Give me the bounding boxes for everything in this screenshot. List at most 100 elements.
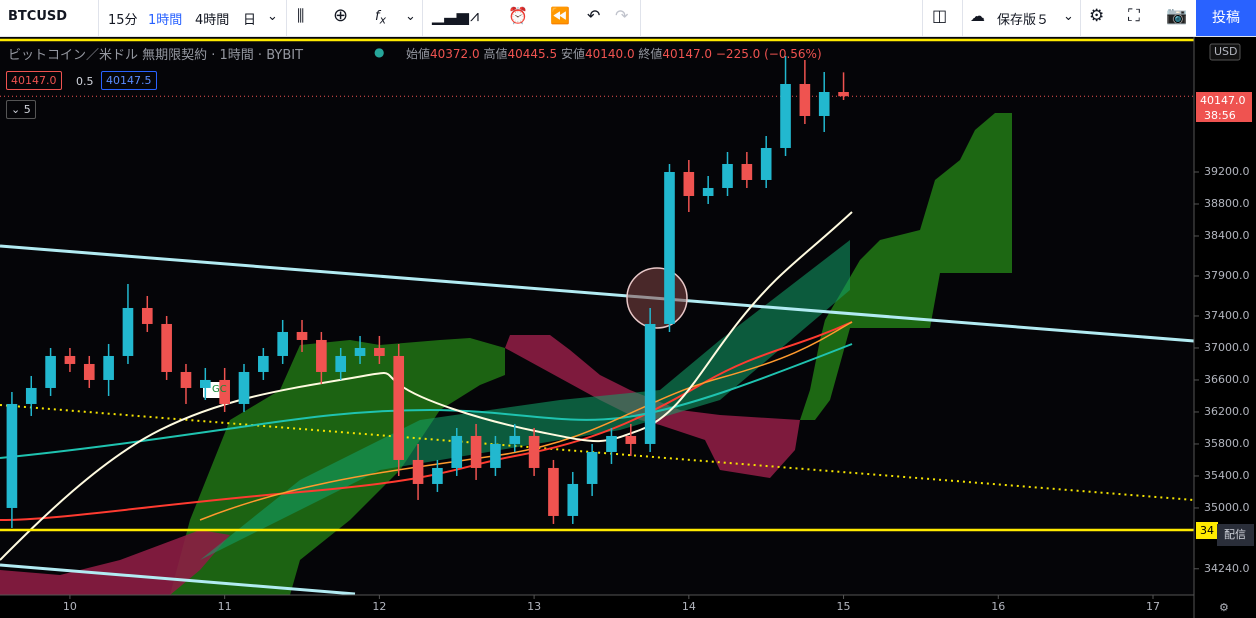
legend-title: ビットコイン／米ドル 無期限契約 · 1時間 · BYBIT [8,48,304,63]
separator [422,0,423,36]
indicator-count: 5 [23,103,31,116]
candle-body [625,435,637,444]
currency[interactable]: USD [1214,45,1238,58]
replay-icon[interactable]: ⏪ [550,6,570,25]
interval[interactable]: 4時間 [195,13,230,28]
interval[interactable]: 1時間 [148,13,183,28]
y-tick-label: 36600.0 [1204,373,1250,386]
y-tick-label: 37900.0 [1204,269,1250,282]
toolbar: BTCUSD 15分 1時間 4時間 日 ⌄ ⫼ ⊕ fx ⌄ ▁▃▅ ⩘ ⏰ … [0,0,1256,37]
candle-body [335,355,347,372]
candle-body [780,83,791,148]
highlight-circle [626,267,688,329]
ma-white [0,211,853,561]
candle-body [606,435,617,452]
ohlc-label: 安値 [560,47,585,61]
settings-icon[interactable]: ⚙ [1219,601,1229,614]
candle-body [451,435,463,468]
chart-type-icon[interactable]: ⫼ [297,6,305,25]
y-tick-label: 38800.0 [1204,197,1250,210]
candle-body [702,187,714,196]
interval-menu[interactable]: ⌄ [267,9,278,24]
ohlc-label: 始値 [406,47,431,61]
status-dot: ● [374,45,385,59]
y-tick-label: 35400.0 [1204,469,1250,482]
candle-body [316,339,327,372]
separator [286,0,287,36]
candle-body [683,171,695,196]
dotted-trend [0,404,1195,501]
y-tick-label: 37400.0 [1204,309,1250,322]
redo-icon[interactable]: ↷ [615,6,629,25]
ma-band [200,240,850,560]
broadcast-box[interactable] [1217,524,1254,546]
ohlc-value: 40445.5 [507,47,558,61]
candle-body [799,83,811,116]
ask[interactable]: 40147.5 [101,71,157,90]
candle-body [509,435,521,444]
undo-icon[interactable]: ↶ [587,6,601,25]
templates-icon[interactable]: ▁▃▅ [432,6,469,25]
plot-bg [0,36,1194,595]
layout-menu[interactable]: ⌄ [1063,9,1074,24]
settings-icon[interactable]: ⚙ [1089,6,1105,26]
layout-name[interactable]: 保存版５ [997,13,1050,28]
y-tick-label: 34240.0 [1204,562,1250,575]
snapshot-icon[interactable]: 📷 [1166,6,1188,26]
candle-body [470,435,482,468]
candle-body [586,451,598,484]
y-tick-label: 37000.0 [1204,341,1250,354]
indicators-menu[interactable]: ⌄ [405,9,416,24]
candle-body [219,379,230,404]
compare-icon[interactable]: ⊕ [333,5,349,26]
symbol[interactable]: BTCUSD [8,9,68,24]
x-tick-label: 17 [1146,600,1160,613]
ohlc-value: 40140.0 [584,47,635,61]
indicators-icon[interactable]: fx [375,9,386,27]
candle-body [490,443,501,468]
trend-line-lower [0,563,356,596]
candle-body [83,363,95,380]
y-tick-label: 35800.0 [1204,437,1250,450]
alert-icon[interactable]: ⏰ [508,6,528,25]
candle-body [258,355,269,372]
x-tick-label: 15 [837,600,851,613]
cloud-icon[interactable]: ☁ [970,7,985,25]
line-label: 34 [1200,524,1214,537]
candle-body [760,147,772,180]
cloud-green-2 [800,113,1012,420]
ma-orange [199,321,853,521]
bid[interactable]: 40147.0 [6,71,62,90]
candle-body [25,387,37,404]
strategy-icon[interactable]: ⩘ [470,6,480,25]
x-tick-label: 12 [372,600,386,613]
candle-body [393,355,405,460]
fullscreen-icon[interactable]: ⛶ [1128,6,1140,26]
ma-teal [0,343,853,459]
ohlc-value: 40372.0 [430,47,480,61]
candle-body [644,323,656,444]
spread: 0.5 [76,75,94,88]
candle-body [103,355,114,380]
interval[interactable]: 日 [243,13,257,28]
ohlc-value: 40147.0 [662,47,713,61]
separator [922,0,923,36]
candle-body [354,347,366,356]
layout-icon[interactable]: ◫ [932,6,948,25]
trend-line [0,244,1195,343]
indicator-toggle[interactable]: ⌄ 5 [6,100,36,119]
candle-body [412,459,424,484]
interval[interactable]: 15分 [108,13,138,28]
x-tick-label: 14 [682,600,696,613]
broadcast[interactable]: 配信 [1224,528,1246,541]
ohlc-label: 高値 [483,47,508,61]
candle-body [818,91,830,116]
currency-box[interactable] [1209,43,1241,61]
candle-body [548,467,559,516]
candle-body [296,331,308,340]
post-button[interactable]: 投稿 [1196,0,1256,36]
ohlc: 始値40372.0 高値40445.5 安値40140.0 終値40147.0 … [406,45,822,62]
last-price: 40147.0 [1200,94,1246,107]
